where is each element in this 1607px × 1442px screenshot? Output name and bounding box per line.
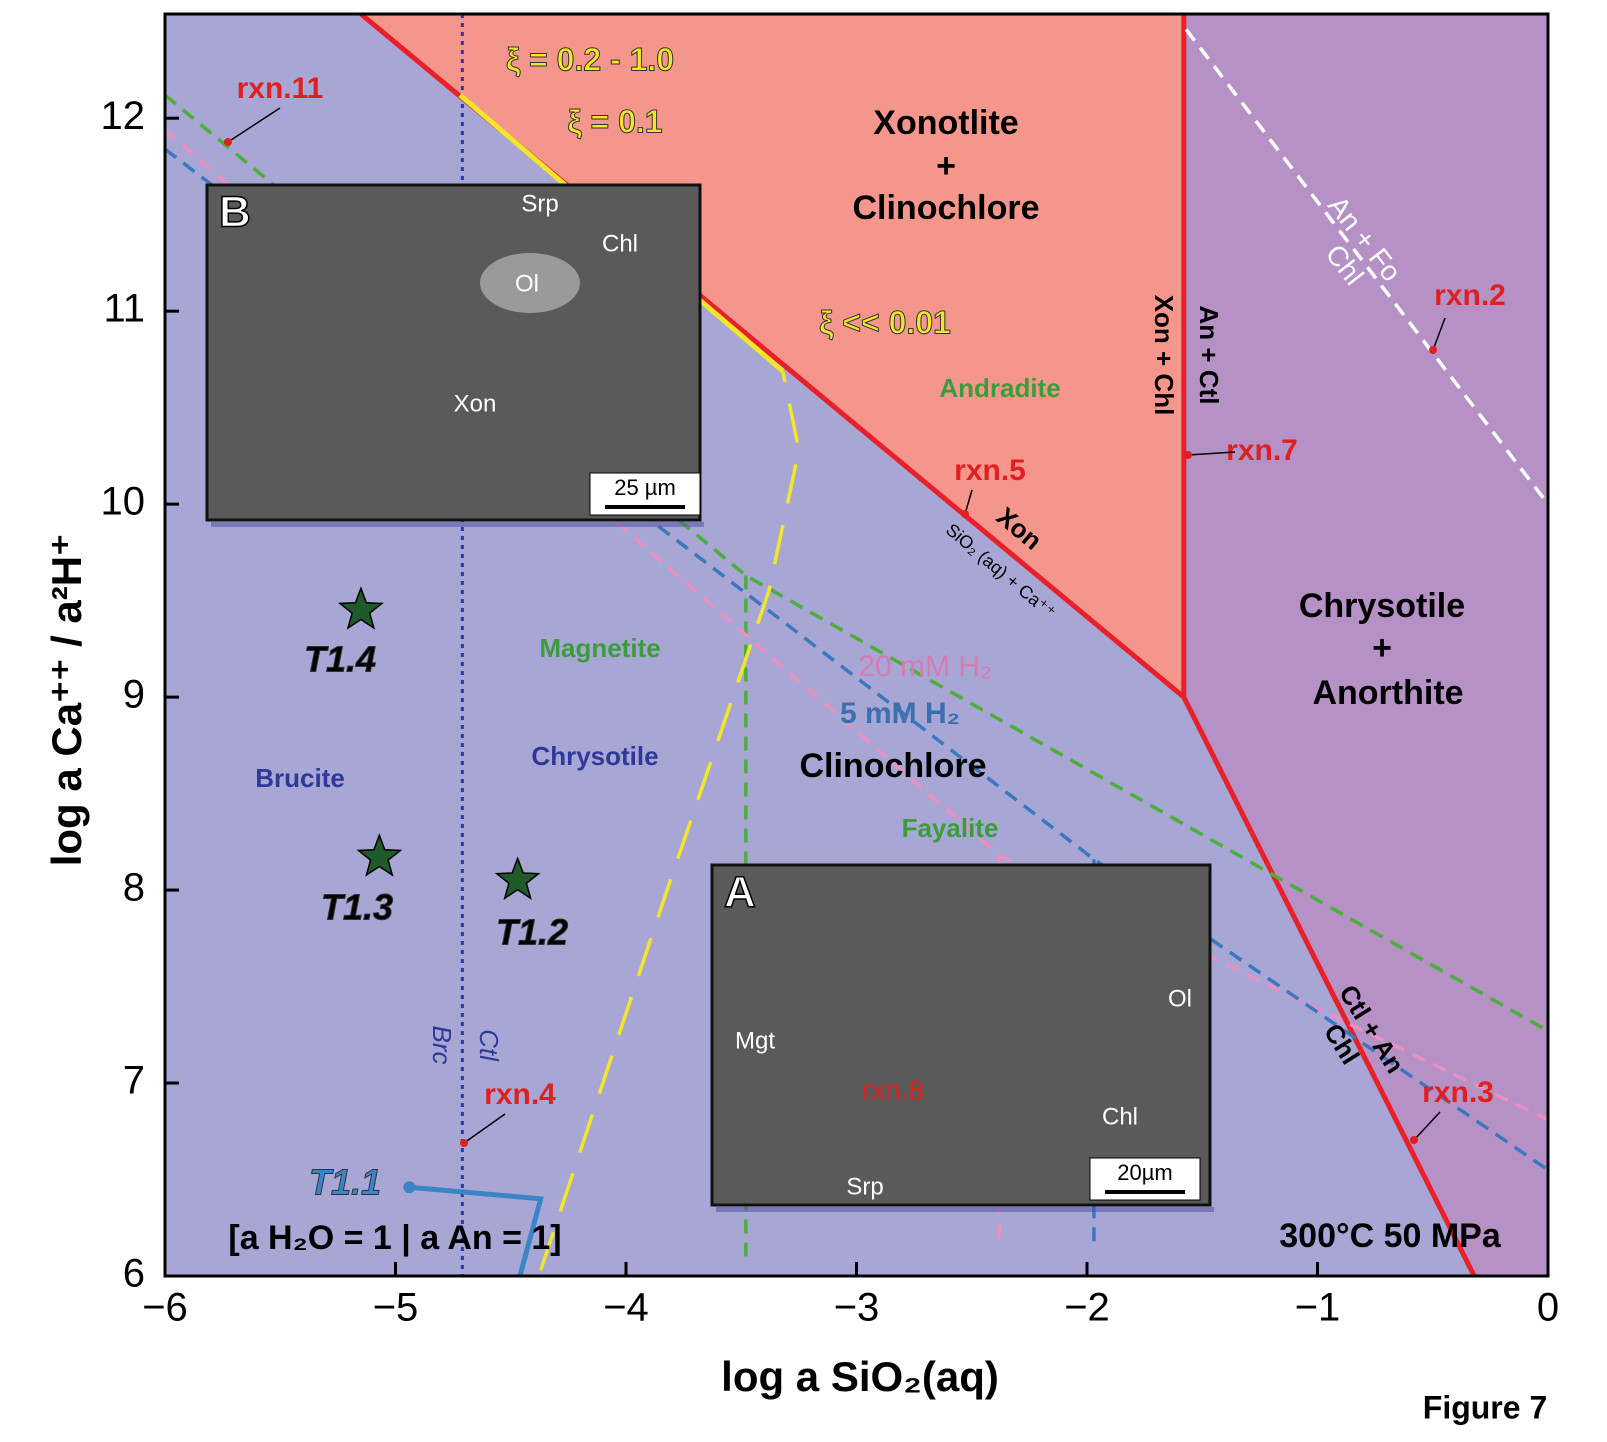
inset-note: Xon [454,390,497,417]
inset-shadow [716,1207,1214,1212]
inset-note: 20µm [1117,1160,1172,1185]
pointer-head [1184,451,1192,459]
diagram-label: Xon + Chl [1149,295,1179,416]
y-tick-label: 7 [123,1059,145,1103]
y-tick-label: 11 [103,287,145,331]
x-tick-label: −5 [373,1286,419,1330]
diagram-label: ξ << 0.01 [819,304,951,340]
diagram-label: T1.1 [309,1162,381,1203]
diagram-label: + [936,147,956,185]
diagram-label: Anorthite [1312,674,1463,712]
diagram-label: Chrysotile [531,741,658,771]
inset-note: Ol [1168,985,1192,1012]
diagram-label: Xonotlite [873,104,1018,142]
pointer-head [1410,1136,1418,1144]
y-tick-label: 8 [123,866,145,910]
inset-letter: B [219,188,251,237]
diagram-label: rxn.4 [484,1078,556,1111]
inset-letter: A [724,868,756,917]
diagram-label: Andradite [939,373,1060,403]
y-axis-title: log a Ca⁺⁺ / a²H⁺ [43,534,90,867]
diagram-label: Clinochlore [799,747,986,785]
inset-note: rxn.8 [862,1074,924,1105]
inset-note: Srp [521,190,558,217]
x-tick-label: −3 [834,1286,880,1330]
y-tick-label: 12 [101,94,146,138]
diagram-label: Clinochlore [852,189,1039,227]
diagram-label: T1.2 [496,912,568,953]
y-tick-label: 6 [123,1252,145,1296]
diagram-label: Ctl [474,1029,504,1062]
diagram-label: 20 mM H₂ [858,650,991,683]
inset-note: Chl [602,230,638,257]
inset-note: Srp [846,1173,883,1200]
inset-shadow [211,522,704,527]
diagram-label: ξ = 0.1 [567,103,662,139]
sem-inset: A Mgt Ol Chl Srp rxn.8 20µm [712,865,1214,1212]
diagram-label: [a H₂O = 1 | a An = 1] [228,1219,561,1257]
inset-note: Ol [515,270,539,297]
start-point [403,1181,415,1193]
x-tick-label: −6 [142,1286,188,1330]
inset-photo [712,865,1210,1205]
diagram-label: rxn.7 [1226,434,1298,467]
diagram-label: Brucite [255,763,345,793]
pointer-head [961,510,969,518]
inset-note: Chl [1102,1103,1138,1130]
diagram-label: Brc [427,1026,457,1065]
diagram-label: 5 mM H₂ [840,697,960,730]
diagram-label: T1.4 [304,639,376,680]
diagram-label: An + Ctl [1194,306,1224,405]
diagram-label: Magnetite [539,633,660,663]
x-tick-label: −1 [1295,1286,1341,1330]
diagram-label: rxn.11 [237,72,324,105]
x-tick-label: 0 [1537,1286,1559,1330]
diagram-label: Fayalite [902,813,999,843]
diagram-label: rxn.3 [1422,1076,1494,1109]
x-tick-label: −4 [603,1286,649,1330]
diagram-label: ξ = 0.2 - 1.0 [506,41,674,77]
diagram-label: Chrysotile [1299,587,1465,625]
diagram-label: Figure 7 [1423,1389,1547,1425]
diagram-label: + [1372,629,1392,667]
y-tick-label: 9 [123,673,145,717]
x-tick-label: −2 [1064,1286,1110,1330]
x-axis-title: log a SiO₂(aq) [721,1353,999,1400]
pointer-head [1429,346,1437,354]
pointer-head [224,138,232,146]
figure: −6 −5 −4 −3 −2 −1 0 6 7 8 9 10 11 12 log a SiO₂(aq) log… [0,0,1607,1442]
inset-note: 25 µm [614,475,676,500]
pointer-head [460,1139,468,1147]
diagram-label: rxn.2 [1434,279,1506,312]
diagram-label: rxn.5 [954,454,1026,487]
y-tick-label: 10 [101,480,146,524]
inset-note: Mgt [735,1027,775,1054]
sem-inset: B Srp Chl Ol Xon 25 µm [207,185,704,527]
diagram-label: T1.3 [321,887,393,928]
diagram-label: 300°C 50 MPa [1279,1217,1502,1255]
